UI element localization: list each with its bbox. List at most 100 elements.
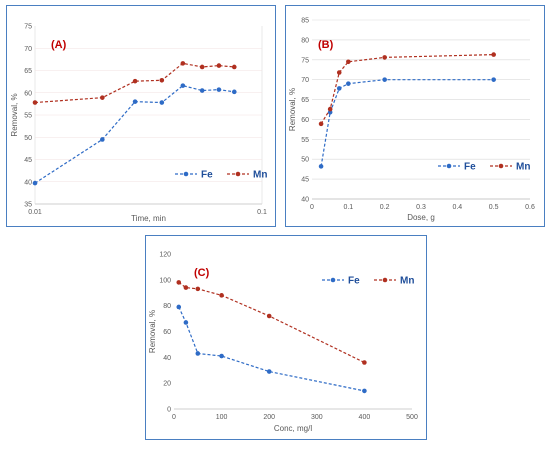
- x-tick-label: 100: [216, 414, 228, 421]
- y-tick-label: 75: [301, 57, 309, 64]
- x-tick-label: 0.1: [343, 204, 353, 211]
- legend-label: Fe: [201, 170, 213, 181]
- legend-label: Mn: [516, 162, 530, 173]
- panel-label: (B): [318, 39, 334, 51]
- data-point-mn: [327, 106, 333, 112]
- data-point-mn: [231, 64, 237, 70]
- x-tick-label: 0.6: [525, 204, 535, 211]
- data-point-mn: [195, 286, 201, 292]
- x-tick-label: 0.3: [416, 204, 426, 211]
- series-line-mn: [178, 281, 365, 364]
- y-tick-label: 60: [163, 329, 171, 336]
- data-point-mn: [266, 313, 272, 319]
- data-point-fe: [231, 89, 237, 95]
- data-point-mn: [100, 95, 105, 100]
- panel-label: (C): [194, 267, 210, 279]
- data-point-mn: [382, 55, 387, 60]
- legend-label: Fe: [348, 276, 360, 287]
- data-point-fe: [346, 81, 351, 86]
- data-point-fe: [176, 304, 182, 310]
- y-axis-label: Removal, %: [10, 93, 19, 136]
- x-tick-label: 0.01: [28, 209, 42, 216]
- legend-label: Mn: [400, 276, 414, 287]
- y-tick-label: 70: [24, 46, 32, 53]
- x-tick-label: 0: [310, 204, 314, 211]
- y-tick-label: 75: [24, 24, 32, 31]
- y-tick-label: 50: [24, 135, 32, 142]
- x-axis-label: Dose, g: [407, 213, 435, 222]
- legend-label: Mn: [253, 170, 267, 181]
- y-tick-label: 80: [163, 303, 171, 310]
- data-point-fe: [491, 77, 496, 82]
- x-tick-label: 0.5: [489, 204, 499, 211]
- y-tick-label: 100: [159, 277, 171, 284]
- data-point-mn: [336, 70, 342, 75]
- data-point-fe: [183, 320, 189, 325]
- x-tick-label: 300: [311, 414, 323, 421]
- y-tick-label: 65: [24, 68, 32, 75]
- data-point-mn: [491, 52, 496, 57]
- chart-panel-a: 35 40 45 50 55 60 65 70 75 0.01 0.1 Time, min Remova…: [6, 5, 276, 227]
- y-tick-label: 0: [167, 407, 171, 414]
- legend-swatch-marker: [498, 163, 504, 169]
- data-point-fe: [219, 353, 224, 359]
- data-point-mn: [32, 100, 38, 105]
- y-tick-label: 40: [301, 197, 309, 204]
- data-point-mn: [176, 280, 182, 285]
- y-tick-label: 85: [301, 18, 309, 25]
- legend-swatch-marker: [446, 163, 452, 169]
- legend-swatch-marker: [235, 171, 241, 177]
- data-point-fe: [180, 83, 186, 88]
- x-tick-label: 500: [406, 414, 418, 421]
- legend-swatch-marker: [330, 277, 336, 283]
- chart-panel-b: 40 45 50 55 60 65 70 75 80 85 0 0.1 0.2 0.3 0.4 0.5 0.6 D…: [285, 5, 545, 227]
- y-tick-label: 40: [24, 179, 32, 186]
- legend-swatch-marker: [183, 171, 189, 177]
- chart-a-svg: 35 40 45 50 55 60 65 70 75 0.01 0.1 Time, min Remova…: [10, 24, 267, 224]
- y-tick-label: 80: [301, 37, 309, 44]
- y-tick-label: 120: [159, 252, 171, 259]
- x-tick-label: 0.1: [257, 209, 267, 216]
- chart-b-svg: 40 45 50 55 60 65 70 75 80 85 0 0.1 0.2 0.3 0.4 0.5 0.6 D…: [288, 18, 535, 223]
- panel-label: (A): [51, 39, 67, 51]
- y-tick-label: 70: [301, 77, 309, 84]
- x-tick-label: 0.2: [380, 204, 390, 211]
- x-tick-label: 200: [263, 414, 275, 421]
- data-point-mn: [219, 293, 224, 298]
- y-tick-label: 35: [24, 202, 32, 209]
- data-point-mn: [180, 61, 186, 66]
- data-point-mn: [132, 78, 138, 84]
- x-tick-label: 0: [172, 414, 176, 421]
- series-line-fe: [320, 79, 494, 167]
- data-point-fe: [336, 86, 342, 91]
- y-tick-label: 45: [301, 177, 309, 184]
- chart-c-svg: 0 20 40 60 80 100 120 0 100 200 300 400 500 Conc, mg/…: [148, 252, 418, 434]
- data-point-mn: [346, 59, 351, 65]
- y-tick-label: 20: [163, 381, 171, 388]
- x-axis-label: Time, min: [131, 214, 166, 223]
- data-point-fe: [100, 137, 105, 142]
- y-tick-label: 45: [24, 157, 32, 164]
- y-axis-label: Removal, %: [148, 310, 157, 353]
- data-point-fe: [159, 100, 165, 105]
- x-tick-label: 0.4: [452, 204, 462, 211]
- data-point-fe: [195, 351, 201, 356]
- x-axis-label: Conc, mg/l: [274, 424, 312, 433]
- series-line-mn: [320, 54, 494, 125]
- y-axis-label: Removal, %: [288, 88, 297, 131]
- y-tick-label: 50: [301, 157, 309, 164]
- series-line-fe: [34, 84, 235, 184]
- series-line-mn: [34, 62, 235, 104]
- data-point-fe: [132, 99, 138, 104]
- data-point-mn: [199, 64, 205, 70]
- y-tick-label: 65: [301, 97, 309, 104]
- data-point-fe: [327, 109, 333, 115]
- x-tick-label: 400: [359, 414, 371, 421]
- y-tick-label: 60: [24, 90, 32, 97]
- data-point-fe: [266, 369, 272, 374]
- data-point-fe: [32, 180, 38, 186]
- data-point-mn: [159, 77, 165, 83]
- data-point-fe: [199, 88, 205, 93]
- data-point-mn: [183, 285, 189, 290]
- series-line-fe: [178, 306, 365, 392]
